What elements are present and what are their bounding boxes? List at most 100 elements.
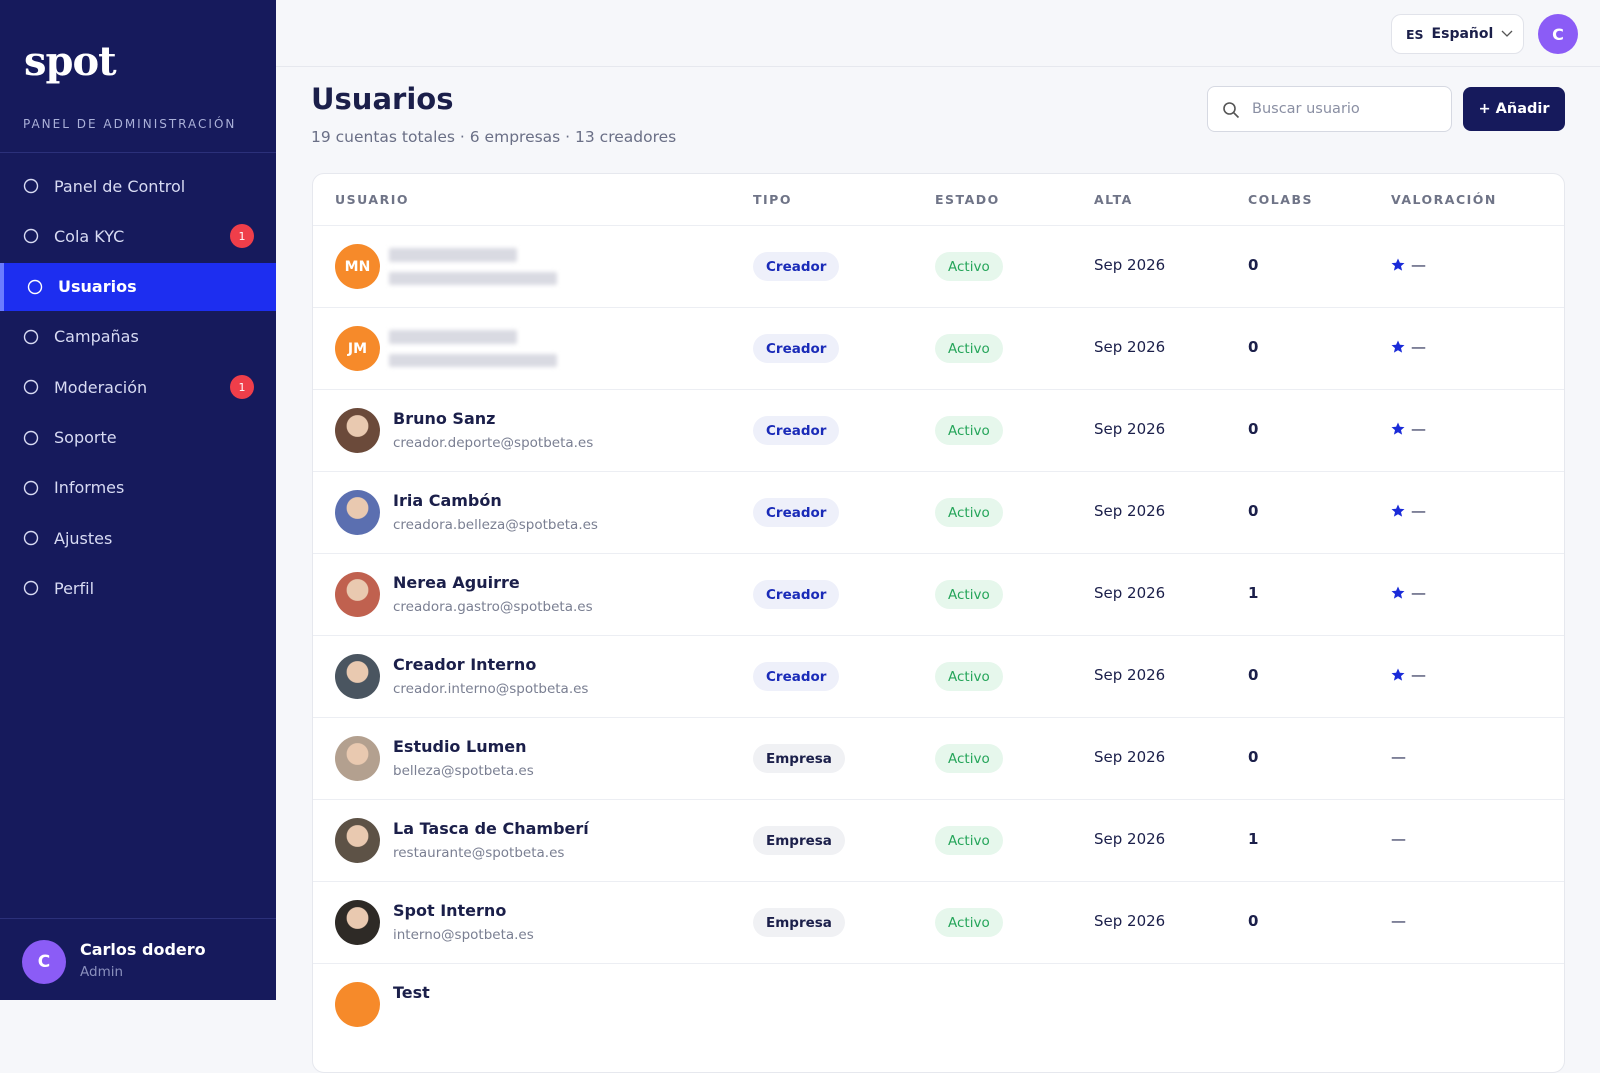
nav-badge: 1 — [230, 375, 254, 400]
blurred-email — [389, 354, 557, 367]
lang-code: ES — [1406, 26, 1424, 42]
table-row[interactable]: Nerea Aguirre creadora.gastro@spotbeta.es… — [313, 553, 1564, 635]
nav-icon — [23, 379, 39, 395]
colabs: 0 — [1248, 912, 1259, 930]
table-row[interactable]: Spot Interno interno@spotbeta.es Empresa Ac… — [313, 881, 1564, 963]
nav-icon — [27, 279, 43, 294]
table-row[interactable]: MN Creador Activo Sep 2026 0 — — [313, 225, 1564, 307]
status-pill: Activo — [935, 416, 1003, 445]
user-email: creadora.gastro@spotbeta.es — [393, 599, 593, 615]
rating: — — [1391, 830, 1406, 848]
colabs: 1 — [1248, 584, 1259, 602]
nav-label: Usuarios — [58, 277, 137, 297]
nav-item[interactable]: Panel de Control — [0, 162, 276, 210]
column-header: COLABS — [1248, 192, 1313, 207]
divider — [0, 152, 276, 153]
nav-item[interactable]: Ajustes — [0, 514, 276, 562]
nav-item[interactable]: Usuarios — [0, 262, 276, 311]
nav-icon — [23, 178, 39, 194]
table-row[interactable]: Estudio Lumen belleza@spotbeta.es Empresa A… — [313, 717, 1564, 799]
rating: — — [1391, 666, 1426, 684]
sidebar: spot PANEL DE ADMINISTRACIÓN Panel de Co… — [0, 0, 276, 1000]
topbar: ES Español C — [276, 0, 1600, 67]
colabs: 0 — [1248, 502, 1259, 520]
nav-item[interactable]: Moderación 1 — [0, 363, 276, 411]
table-row[interactable]: Test — [313, 963, 1564, 1045]
search-input[interactable]: Buscar usuario — [1207, 86, 1452, 132]
user-name: Bruno Sanz — [393, 409, 496, 428]
avatar — [335, 654, 380, 699]
joined: Sep 2026 — [1094, 912, 1166, 930]
status-pill: Activo — [935, 580, 1003, 609]
user-email: creador.interno@spotbeta.es — [393, 681, 589, 697]
column-header: USUARIO — [335, 192, 409, 207]
search-placeholder: Buscar usuario — [1252, 101, 1360, 117]
nav-item[interactable]: Perfil — [0, 564, 276, 612]
rating: — — [1391, 338, 1426, 356]
avatar — [335, 736, 380, 781]
user-avatar[interactable]: C — [22, 940, 66, 984]
users-table: USUARIO TIPO ESTADO ALTA COLABS VALORACIÓN MN C… — [312, 173, 1565, 1073]
type-pill: Empresa — [753, 908, 845, 937]
type-pill: Creador — [753, 498, 840, 527]
nav-item[interactable]: Campañas — [0, 313, 276, 361]
user-email: belleza@spotbeta.es — [393, 763, 534, 779]
user-email: creador.deporte@spotbeta.es — [393, 435, 594, 451]
page-subtitle: 19 cuentas totales · 6 empresas · 13 cre… — [311, 128, 677, 146]
rating-value: — — [1411, 256, 1426, 274]
rating-value: — — [1411, 338, 1426, 356]
user-name: Estudio Lumen — [393, 737, 527, 756]
colabs: 0 — [1248, 666, 1259, 684]
nav-label: Ajustes — [54, 528, 113, 548]
table-row[interactable]: Creador Interno creador.interno@spotbeta.… — [313, 635, 1564, 717]
user-email: interno@spotbeta.es — [393, 927, 534, 943]
nav-label: Informes — [54, 478, 125, 498]
nav-icon — [23, 430, 39, 445]
rating-value: — — [1391, 830, 1406, 848]
type-pill: Creador — [753, 252, 840, 281]
column-header: TIPO — [753, 192, 792, 207]
avatar — [335, 982, 380, 1027]
nav-label: Perfil — [54, 578, 95, 598]
rating: — — [1391, 256, 1426, 274]
table-row[interactable]: Bruno Sanz creador.deporte@spotbeta.es Cre… — [313, 389, 1564, 471]
avatar — [335, 900, 380, 945]
table-row[interactable]: La Tasca de Chamberí restaurante@spotbeta… — [313, 799, 1564, 881]
nav-item[interactable]: Informes — [0, 464, 276, 512]
colabs: 0 — [1248, 338, 1259, 356]
user-name: Nerea Aguirre — [393, 573, 520, 592]
column-header: ESTADO — [935, 192, 1000, 207]
status-pill: Activo — [935, 498, 1003, 527]
type-pill: Creador — [753, 580, 840, 609]
type-pill: Creador — [753, 334, 840, 363]
star-icon — [1391, 340, 1405, 353]
user-name: Spot Interno — [393, 901, 507, 920]
star-icon — [1391, 258, 1405, 271]
nav-label: Moderación — [54, 377, 148, 397]
logo[interactable]: spot — [24, 38, 117, 85]
type-pill: Creador — [753, 662, 840, 691]
avatar — [335, 818, 380, 863]
type-pill: Empresa — [753, 826, 845, 855]
user-name: Test — [393, 983, 430, 1002]
top-avatar[interactable]: C — [1538, 14, 1578, 54]
status-pill: Activo — [935, 334, 1003, 363]
nav-item[interactable]: Cola KYC 1 — [0, 212, 276, 260]
add-button[interactable]: + Añadir — [1463, 87, 1565, 131]
table-row[interactable]: JM Creador Activo Sep 2026 0 — — [313, 307, 1564, 389]
joined: Sep 2026 — [1094, 420, 1166, 438]
star-icon — [1391, 422, 1405, 435]
table-row[interactable]: Iria Cambón creadora.belleza@spotbeta.es C… — [313, 471, 1564, 553]
joined: Sep 2026 — [1094, 584, 1166, 602]
blurred-email — [389, 272, 557, 285]
rating-value: — — [1411, 666, 1426, 684]
user-email: restaurante@spotbeta.es — [393, 845, 565, 861]
rating: — — [1391, 584, 1426, 602]
nav-item[interactable]: Soporte — [0, 414, 276, 462]
language-select[interactable]: ES Español — [1391, 14, 1524, 54]
page-title: Usuarios — [311, 82, 454, 116]
nav-icon — [23, 329, 39, 345]
avatar: JM — [335, 326, 380, 371]
